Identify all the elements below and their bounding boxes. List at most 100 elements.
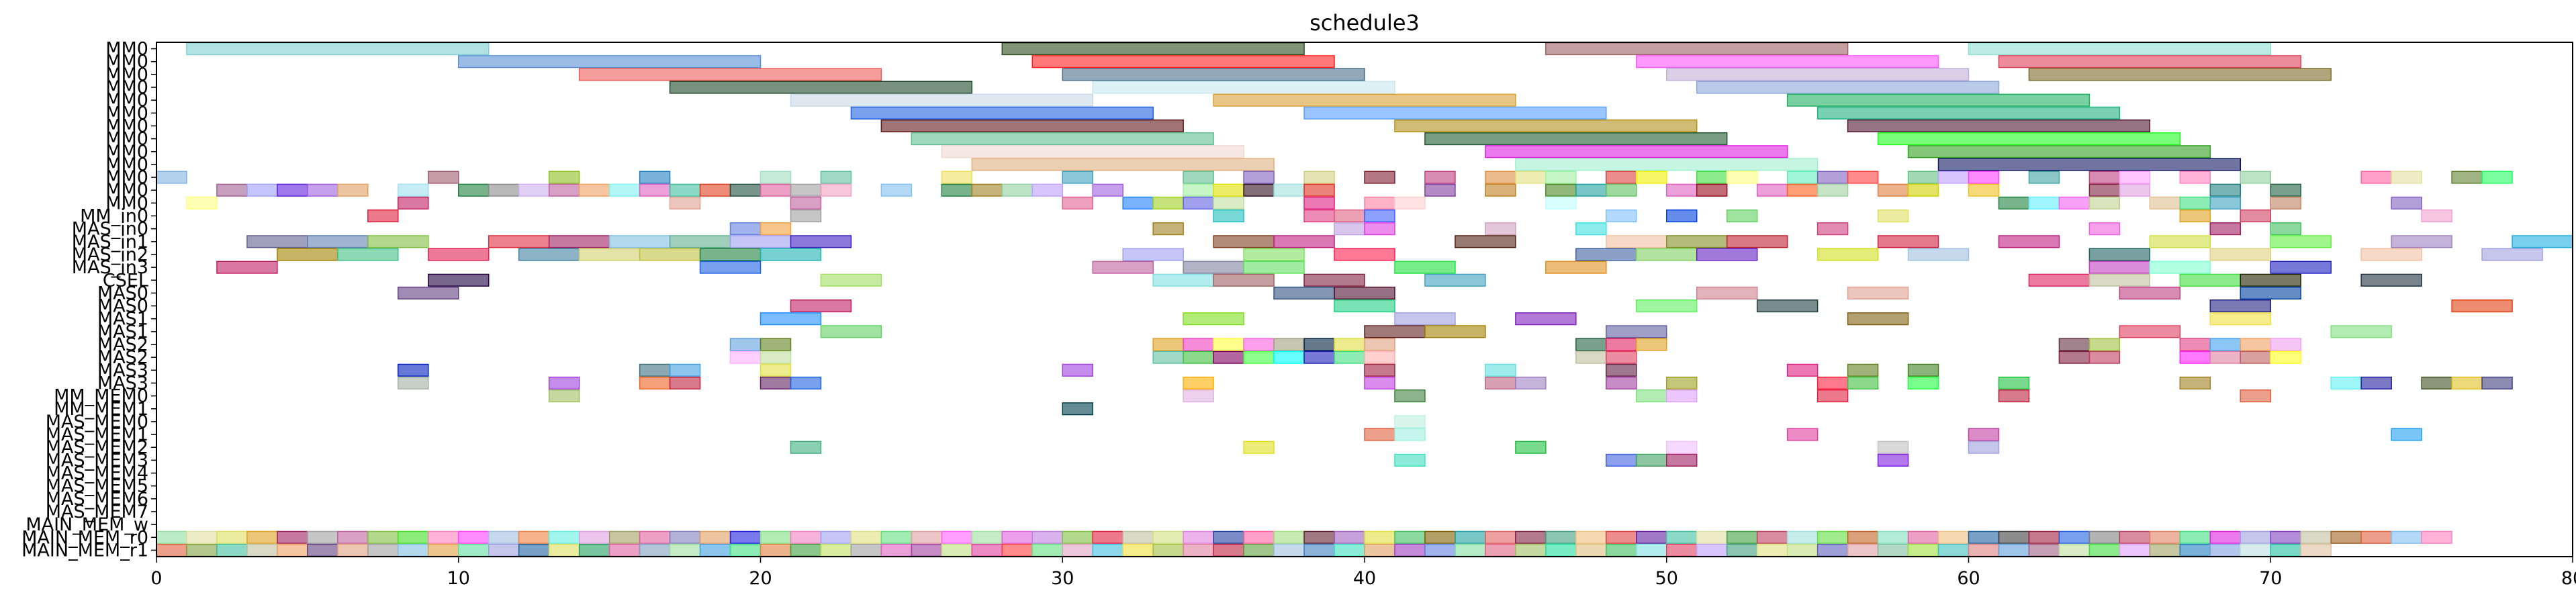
task-bar [1485,145,1788,158]
task-bar [608,183,641,197]
y-tick-label: MAS_MEM0 [46,412,148,432]
memory-slot-bar [337,543,369,557]
task-bar [2240,273,2301,287]
task-bar [1816,106,2121,120]
task-bar [1545,183,1577,197]
task-bar [1847,171,1879,184]
task-bar [820,273,882,287]
task-bar [1636,389,1667,403]
task-bar [1847,376,1879,390]
task-bar [1696,183,1728,197]
task-bar [458,183,490,197]
task-bar [488,183,520,197]
task-bar [156,171,187,184]
task-bar [1786,363,1819,377]
task-bar [2360,376,2392,390]
task-bar [1968,171,2000,184]
task-bar [1364,376,1395,390]
task-bar [790,209,822,223]
task-bar [2149,196,2181,209]
task-bar [1636,299,1698,313]
task-bar [1183,338,1214,351]
task-bar [1968,42,2271,56]
task-bar [760,351,792,364]
y-tick-label: MAS_MEM1 [46,424,148,445]
x-axis-ticks: 0 10 20 30 40 50 60 70 80 [150,557,2576,589]
task-bar [2088,338,2121,351]
task-bar [790,183,822,197]
memory-slot-bar [2119,543,2151,557]
memory-slot-bar [1364,543,1395,557]
task-bar [1696,286,1758,299]
task-bar [1485,222,1516,236]
task-bar [2179,171,2211,184]
task-bar [1183,261,1244,274]
memory-slot-bar [216,543,248,557]
task-bar [1092,81,1395,94]
task-bar [2209,196,2242,209]
task-bar [729,222,762,236]
memory-slot-bar [2300,530,2332,544]
task-bar [1877,183,1909,197]
task-bar [1998,196,2030,209]
task-bar [2270,222,2301,236]
task-bar [367,209,399,223]
task-bar [1213,351,1244,364]
x-tick-label: 80 [2561,568,2576,589]
task-bar [578,68,882,81]
task-bar [1606,338,1637,351]
y-tick-label: MAS_in3 [72,257,148,278]
task-bar [1303,209,1335,223]
memory-slot-bar [1575,530,1607,544]
task-bar [1243,261,1305,274]
task-bar [1334,248,1395,261]
task-bar [1816,389,1849,403]
task-bar [2088,222,2121,236]
task-bar [760,312,822,326]
task-bar [760,222,792,236]
task-bar [1907,145,2211,158]
memory-slot-bar [277,530,308,544]
task-bar [669,235,731,248]
task-bar [1334,299,1395,313]
task-bar [518,248,580,261]
y-tick-label: MAS_MEM6 [46,489,148,510]
task-bar [941,171,973,184]
task-bar [2119,171,2151,184]
memory-slot-bar [1606,543,1637,557]
task-bar [1303,338,1335,351]
task-bar [1515,171,1547,184]
task-bar [1334,338,1365,351]
task-bar [1847,363,1879,377]
memory-slot-bar [578,543,610,557]
task-bar [790,440,822,454]
task-bar [1907,248,1970,261]
task-bar [1062,196,1093,209]
task-bar [277,248,338,261]
task-bar [1334,209,1365,223]
memory-slot-bar [1273,530,1305,544]
memory-slot-bar [1213,543,1244,557]
task-bar [1364,325,1426,338]
y-tick-label: CSEL [103,270,148,291]
task-bar [1303,171,1335,184]
task-bar [1243,183,1275,197]
task-bar [2240,171,2271,184]
task-bar [790,93,1093,107]
task-bar [1062,171,1093,184]
task-bar [1998,389,2030,403]
task-bar [2481,248,2543,261]
plot-frame [156,42,2573,557]
memory-slot-bar [1424,543,1456,557]
task-bar [760,363,792,377]
y-tick-label: MM0 [105,39,148,60]
task-bar [1394,261,1456,274]
task-bar [2391,171,2422,184]
task-bar [760,183,792,197]
task-bar [1545,196,1577,209]
task-bar [2240,351,2271,364]
task-bar [367,235,429,248]
task-bar [1424,171,1456,184]
y-tick-label: MM0 [105,77,148,98]
